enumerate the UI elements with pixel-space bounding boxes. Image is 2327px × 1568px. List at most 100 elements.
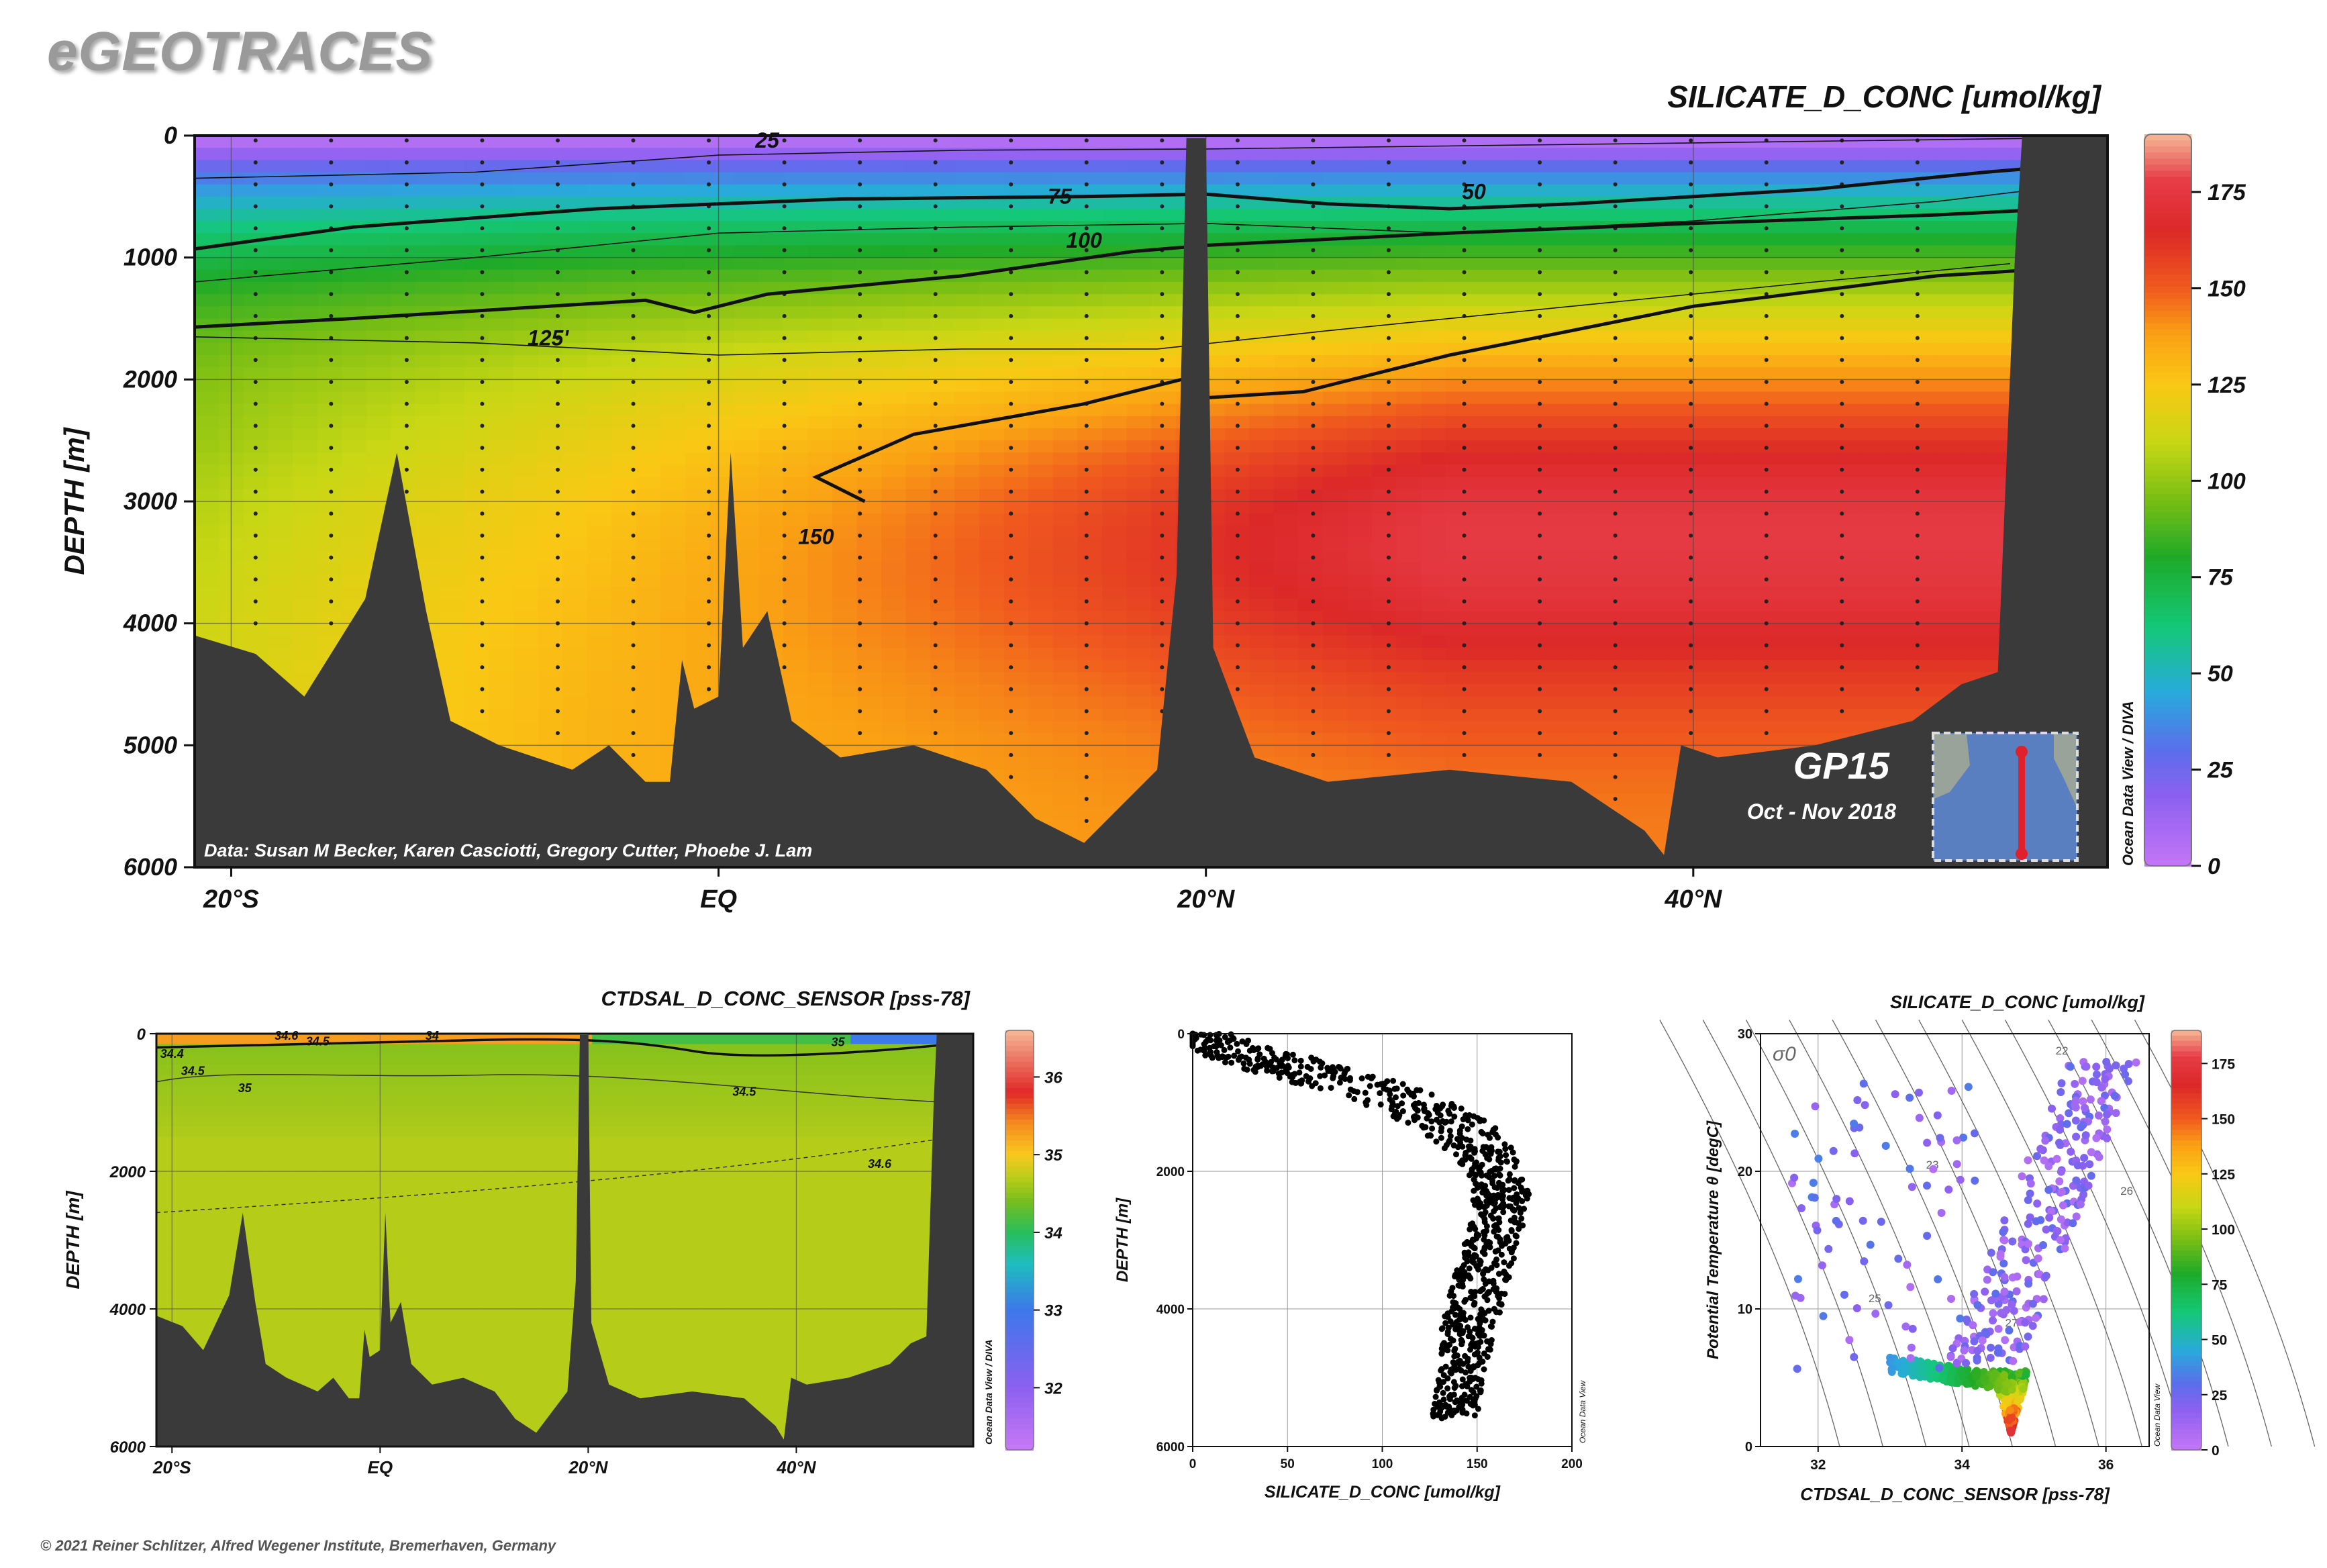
sample-dot (404, 270, 409, 275)
sample-dot (631, 270, 636, 275)
silicate-cell (1739, 550, 1765, 563)
sample-dot (631, 379, 636, 384)
silicate-cell (881, 501, 907, 515)
silicate-cell (979, 221, 1005, 234)
sample-dot (404, 358, 409, 362)
silicate-cell (1445, 611, 1471, 624)
silicate-cell (1347, 282, 1373, 295)
silicate-cell (1911, 318, 1937, 332)
sample-dot (933, 358, 938, 362)
silicate-cell (1224, 501, 1250, 515)
silicate-cell (1273, 550, 1299, 563)
silicate-cell (1371, 245, 1397, 258)
sample-dot (631, 643, 636, 648)
silicate-cell (268, 330, 294, 344)
sample-dot (1084, 424, 1089, 428)
silicate-cell (587, 526, 613, 539)
silicate-cell (1003, 623, 1030, 636)
silicate-cell (1838, 562, 1863, 575)
silicate-cell (881, 672, 907, 685)
silicate-cell (758, 209, 784, 222)
silicate-cell (195, 160, 220, 173)
silicate-cell (1911, 148, 1937, 161)
silicate-cell (1347, 415, 1373, 429)
silicate-cell (734, 440, 760, 454)
silicate-cell (1224, 513, 1250, 527)
silicate-cell (366, 160, 392, 173)
silicate-cell (1641, 818, 1667, 832)
silicate-cell (1715, 696, 1740, 709)
sample-dot (858, 467, 862, 472)
silicate-cell (905, 221, 932, 234)
silicate-cell (219, 428, 244, 442)
silicate-cell (636, 172, 662, 185)
silicate-cell (1519, 148, 1544, 161)
sample-dot (782, 424, 787, 428)
silicate-cell (1347, 745, 1373, 758)
silicate-cell (1568, 403, 1593, 417)
silicate-cell (366, 452, 392, 466)
silicate-cell (1617, 367, 1642, 381)
silicate-cell (611, 660, 637, 673)
silicate-cell (758, 562, 784, 575)
silicate-cell (807, 526, 833, 539)
silicate-cell (1052, 575, 1079, 588)
silicate-cell (562, 233, 588, 246)
silicate-cell (342, 550, 367, 563)
silicate-cell (1764, 330, 1789, 344)
silicate-cell (244, 160, 269, 173)
silicate-cell (1052, 623, 1079, 636)
silicate-cell (1494, 257, 1520, 271)
silicate-cell (660, 269, 686, 283)
silicate-cell (979, 648, 1005, 661)
silicate-cell (1592, 294, 1618, 307)
silicate-cell (1445, 513, 1471, 527)
silicate-cell (783, 562, 809, 575)
silicate-cell (1126, 355, 1152, 369)
silicate-cell (1813, 575, 1838, 588)
silicate-cell (1077, 684, 1103, 697)
silicate-cell (636, 184, 662, 197)
silicate-cell (636, 257, 662, 271)
silicate-cell (783, 501, 809, 515)
silicate-cell (660, 562, 686, 575)
silicate-cell (1568, 635, 1593, 648)
silicate-cell (807, 501, 833, 515)
silicate-cell (1519, 672, 1544, 685)
silicate-cell (758, 415, 784, 429)
silicate-cell (440, 196, 465, 209)
silicate-cell (1887, 160, 1912, 173)
silicate-cell (709, 379, 735, 393)
silicate-cell (1960, 623, 1986, 636)
silicate-cell (1470, 684, 1495, 697)
silicate-cell (391, 196, 416, 209)
silicate-cell (660, 391, 686, 405)
silicate-cell (1298, 367, 1324, 381)
silicate-cell (1543, 415, 1569, 429)
silicate-cell (1838, 526, 1863, 539)
silicate-cell (1347, 440, 1373, 454)
silicate-cell (1789, 452, 1814, 466)
silicate-cell (856, 306, 882, 320)
silicate-cell (268, 477, 294, 490)
silicate-cell (881, 330, 907, 344)
silicate-cell (1151, 477, 1177, 490)
silicate-cell (1494, 440, 1520, 454)
silicate-cell (562, 501, 588, 515)
sample-dot (253, 401, 258, 406)
silicate-cell (1445, 672, 1471, 685)
sample-dot (707, 511, 711, 516)
silicate-cell (1052, 269, 1079, 283)
silicate-cell (1003, 172, 1030, 185)
silicate-cell (1936, 660, 1961, 673)
silicate-cell (636, 526, 662, 539)
silicate-cell (905, 294, 932, 307)
sample-dot (631, 446, 636, 450)
silicate-cell (1936, 501, 1961, 515)
silicate-cell (1764, 684, 1789, 697)
silicate-cell (244, 599, 269, 612)
silicate-cell (954, 391, 981, 405)
silicate-cell (1470, 648, 1495, 661)
silicate-cell (1936, 367, 1961, 381)
silicate-cell (930, 233, 956, 246)
